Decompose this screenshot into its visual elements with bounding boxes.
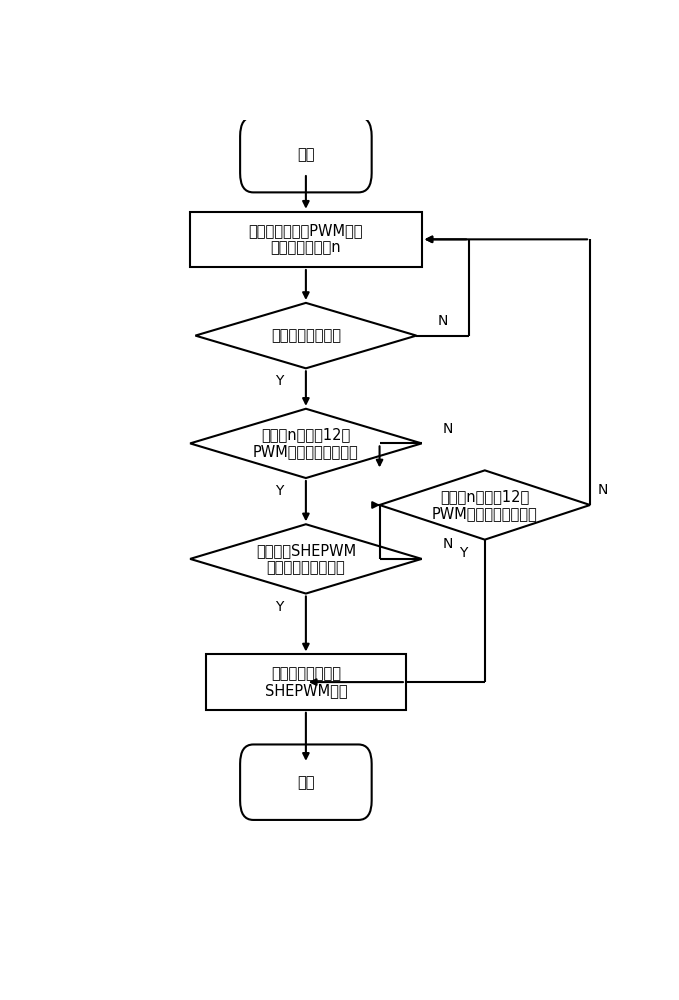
- FancyBboxPatch shape: [240, 117, 371, 192]
- FancyBboxPatch shape: [240, 744, 371, 820]
- Bar: [206, 654, 406, 710]
- Text: Y: Y: [276, 484, 284, 498]
- Text: Y: Y: [460, 546, 468, 560]
- Text: 开始: 开始: [297, 147, 314, 162]
- Polygon shape: [190, 409, 422, 478]
- Polygon shape: [190, 524, 422, 594]
- Text: Y: Y: [276, 600, 284, 614]
- Polygon shape: [380, 470, 590, 540]
- Text: N: N: [443, 537, 453, 551]
- Text: 完成不同载波比的
SHEPWM切换: 完成不同载波比的 SHEPWM切换: [265, 666, 347, 698]
- Text: 是否满足切换原则: 是否满足切换原则: [271, 328, 341, 343]
- Text: N: N: [443, 422, 453, 436]
- Text: 切换前后SHEPWM
输出的电平是否相同: 切换前后SHEPWM 输出的电平是否相同: [256, 543, 356, 575]
- Text: N: N: [598, 483, 608, 497]
- Text: 切换前n个周期12路
PWM信号是否保持不变: 切换前n个周期12路 PWM信号是否保持不变: [253, 427, 359, 460]
- Text: 结束: 结束: [297, 775, 314, 790]
- Text: Y: Y: [276, 374, 284, 388]
- Bar: [190, 212, 422, 267]
- Text: 切换后n个周期12路
PWM信号是否保持不变: 切换后n个周期12路 PWM信号是否保持不变: [432, 489, 538, 521]
- Polygon shape: [196, 303, 416, 368]
- Text: 计算最小脉宽与PWM周期
时间的比例关系n: 计算最小脉宽与PWM周期 时间的比例关系n: [249, 223, 363, 256]
- Text: N: N: [437, 314, 448, 328]
